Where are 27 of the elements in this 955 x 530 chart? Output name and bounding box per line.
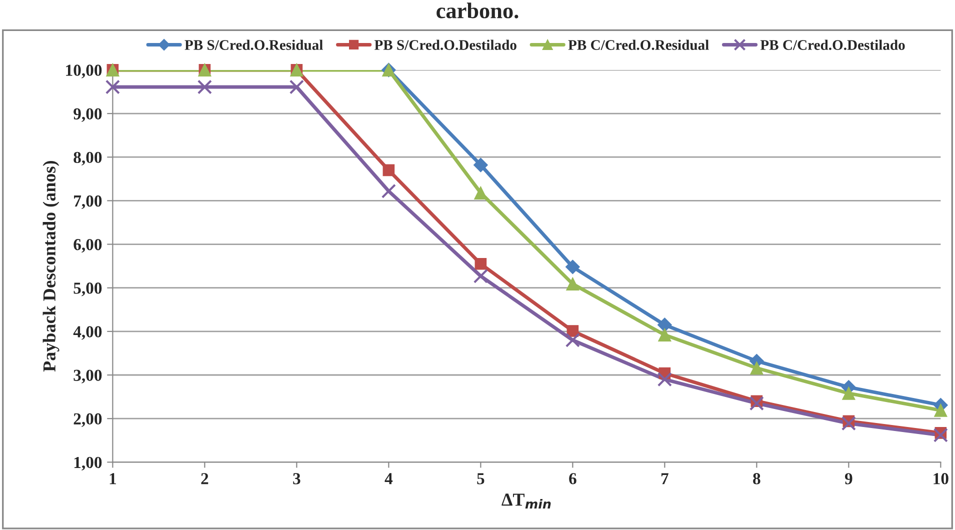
chart-title: carbono. xyxy=(436,2,518,18)
x-tick-label: 10 xyxy=(934,473,948,484)
y-tick-label: 1,00 xyxy=(74,456,102,471)
x-tick-label: 2 xyxy=(201,473,208,484)
y-axis-title: Payback Descontado (anos) xyxy=(42,161,60,372)
legend-label: PB C/Cred.O.Residual xyxy=(568,40,709,50)
y-tick-label: 8,00 xyxy=(74,152,102,166)
y-tick-label: 2,00 xyxy=(74,413,102,427)
y-tick-label: 7,00 xyxy=(74,195,102,210)
x-tick-label: 4 xyxy=(384,473,393,484)
x-tick-label: 5 xyxy=(477,473,484,484)
y-tick-label: 9,00 xyxy=(74,108,102,122)
y-tick-label: 10,00 xyxy=(66,64,102,78)
x-axis-title: ΔT$_{min}$ xyxy=(502,494,551,509)
x-tick-label: 6 xyxy=(569,473,576,484)
y-tick-label: 4,00 xyxy=(73,326,102,340)
legend-label: PB S/Cred.O.Destilado xyxy=(374,40,516,50)
x-tick-label: 3 xyxy=(293,473,300,484)
x-tick-label: 7 xyxy=(661,473,668,484)
legend-label: PB C/Cred.O.Destilado xyxy=(760,40,905,50)
x-tick-label: 9 xyxy=(844,473,852,484)
y-tick-label: 3,00 xyxy=(74,370,102,384)
y-tick-label: 5,00 xyxy=(74,282,102,296)
x-tick-label: 8 xyxy=(753,473,760,484)
legend-label: PB S/Cred.O.Residual xyxy=(184,40,323,50)
x-tick-label: 1 xyxy=(110,473,116,484)
y-tick-label: 6,00 xyxy=(74,238,102,253)
